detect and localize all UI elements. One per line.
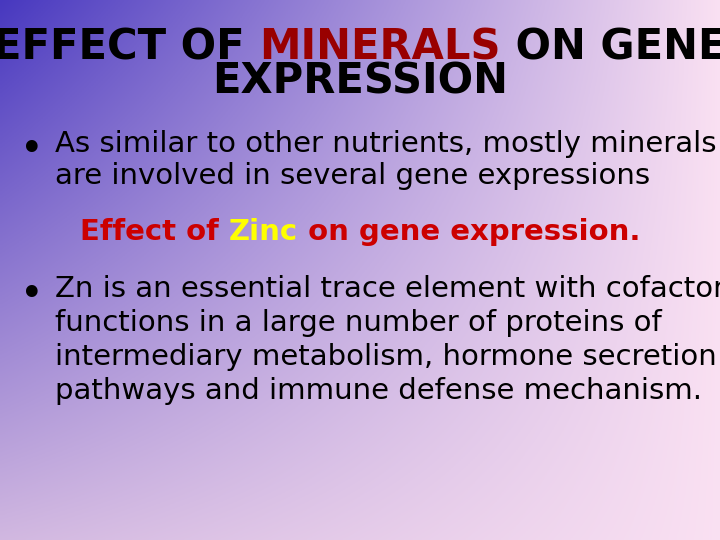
Text: ON GENE: ON GENE: [501, 27, 720, 69]
Text: functions in a large number of proteins of: functions in a large number of proteins …: [55, 309, 662, 337]
Text: Zn is an essential trace element with cofactor: Zn is an essential trace element with co…: [55, 275, 720, 303]
Text: on gene expression.: on gene expression.: [298, 218, 640, 246]
Text: pathways and immune defense mechanism.: pathways and immune defense mechanism.: [55, 377, 702, 405]
Text: EXPRESSION: EXPRESSION: [212, 61, 508, 103]
Text: MINERALS: MINERALS: [260, 27, 501, 69]
Text: •: •: [20, 130, 44, 170]
Text: intermediary metabolism, hormone secretion: intermediary metabolism, hormone secreti…: [55, 343, 716, 371]
Text: Zinc: Zinc: [229, 218, 298, 246]
Text: EFFECT OF: EFFECT OF: [0, 27, 260, 69]
Text: As similar to other nutrients, mostly minerals: As similar to other nutrients, mostly mi…: [55, 130, 716, 158]
Text: •: •: [20, 275, 44, 315]
Text: Effect of: Effect of: [80, 218, 229, 246]
Text: are involved in several gene expressions: are involved in several gene expressions: [55, 162, 650, 190]
